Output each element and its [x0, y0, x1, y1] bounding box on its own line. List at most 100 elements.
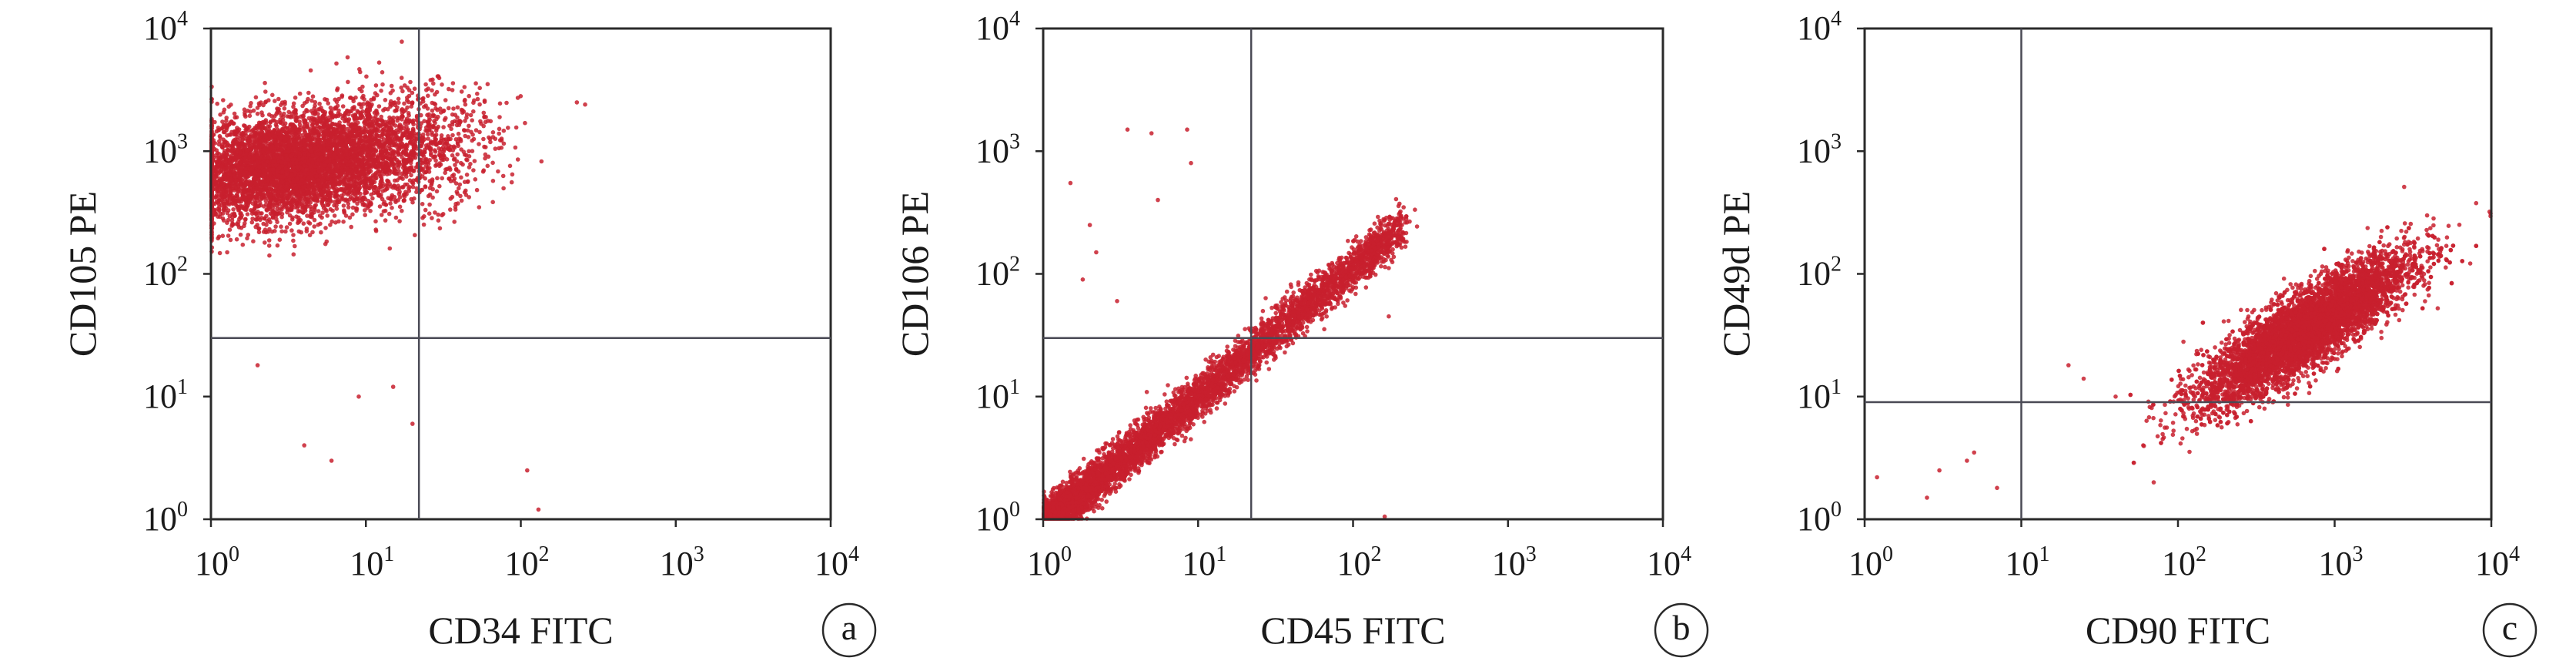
data-point: [333, 135, 338, 140]
data-point: [320, 197, 326, 202]
data-point: [267, 253, 272, 258]
data-point: [279, 134, 285, 139]
data-point: [236, 207, 242, 212]
data-point: [376, 104, 382, 109]
data-point: [232, 111, 237, 116]
data-point: [283, 229, 288, 234]
data-point: [251, 239, 256, 244]
data-point: [264, 208, 269, 213]
data-point: [279, 100, 285, 105]
data-point: [330, 168, 335, 173]
data-point: [263, 80, 267, 86]
data-point: [216, 142, 222, 147]
data-point: [390, 206, 394, 210]
data-point: [266, 192, 270, 197]
data-point: [275, 243, 280, 248]
data-point: [440, 176, 444, 181]
data-point: [268, 220, 273, 225]
data-point: [286, 109, 292, 115]
data-point: [294, 160, 299, 166]
data-point: [258, 187, 263, 193]
data-point: [334, 206, 340, 211]
data-point: [320, 178, 326, 183]
data-point: [422, 119, 427, 123]
data-point: [313, 109, 318, 114]
data-point: [224, 162, 229, 166]
data-point: [290, 217, 295, 222]
data-point: [308, 68, 313, 73]
data-point: [279, 224, 283, 230]
data-point: [219, 176, 224, 182]
data-point: [221, 98, 226, 102]
data-point: [316, 209, 321, 213]
data-point: [293, 243, 297, 249]
data-point: [263, 99, 269, 104]
data-point: [343, 213, 349, 218]
data-point: [317, 116, 323, 120]
data-point: [216, 234, 222, 240]
data-point: [335, 129, 340, 134]
data-point: [373, 219, 378, 224]
data-point: [323, 226, 328, 230]
data-point: [241, 196, 246, 200]
data-point: [393, 215, 399, 220]
data-point: [273, 229, 277, 233]
data-point: [225, 220, 229, 226]
data-point: [323, 241, 328, 247]
data-point: [361, 143, 366, 148]
data-point: [247, 124, 252, 129]
data-point: [263, 89, 268, 94]
data-point: [497, 131, 501, 136]
data-point: [270, 92, 275, 98]
data-point: [231, 140, 236, 146]
data-point: [219, 198, 224, 203]
data-point: [217, 250, 222, 256]
data-point: [303, 196, 308, 202]
data-point: [266, 112, 272, 117]
data-point: [309, 98, 314, 103]
data-point: [319, 201, 324, 206]
data-point: [269, 146, 273, 150]
data-point: [310, 230, 315, 235]
data-point: [297, 193, 302, 199]
data-point: [266, 238, 272, 243]
data-point: [287, 221, 293, 226]
data-point: [282, 139, 287, 143]
data-point: [273, 163, 279, 168]
data-point: [373, 83, 379, 88]
data-point: [253, 95, 259, 100]
data-point: [284, 225, 289, 230]
data-point: [318, 119, 323, 124]
data-point: [267, 226, 272, 232]
data-point: [309, 116, 315, 120]
data-point: [341, 203, 346, 208]
data-point: [219, 189, 223, 193]
data-point: [267, 124, 273, 129]
data-point: [282, 194, 286, 200]
data-point: [238, 215, 243, 220]
data-point: [437, 226, 443, 231]
data-point: [311, 188, 316, 193]
data-point: [332, 213, 337, 218]
data-point: [269, 187, 274, 192]
data-point: [230, 221, 235, 226]
data-point: [239, 226, 244, 230]
data-point: [273, 141, 279, 146]
data-point: [291, 252, 296, 257]
data-point: [215, 101, 220, 106]
data-point: [256, 216, 261, 220]
data-point: [264, 213, 269, 219]
data-point: [256, 226, 262, 231]
data-point: [325, 213, 330, 218]
data-point: [227, 148, 233, 153]
data-point: [321, 146, 326, 152]
data-point: [227, 213, 233, 219]
data-point: [342, 209, 346, 214]
data-point: [257, 145, 262, 150]
data-point: [231, 207, 236, 212]
data-point: [369, 192, 373, 197]
data-point: [301, 221, 306, 226]
data-point: [340, 179, 345, 183]
data-point: [220, 216, 226, 221]
data-point: [243, 172, 247, 176]
